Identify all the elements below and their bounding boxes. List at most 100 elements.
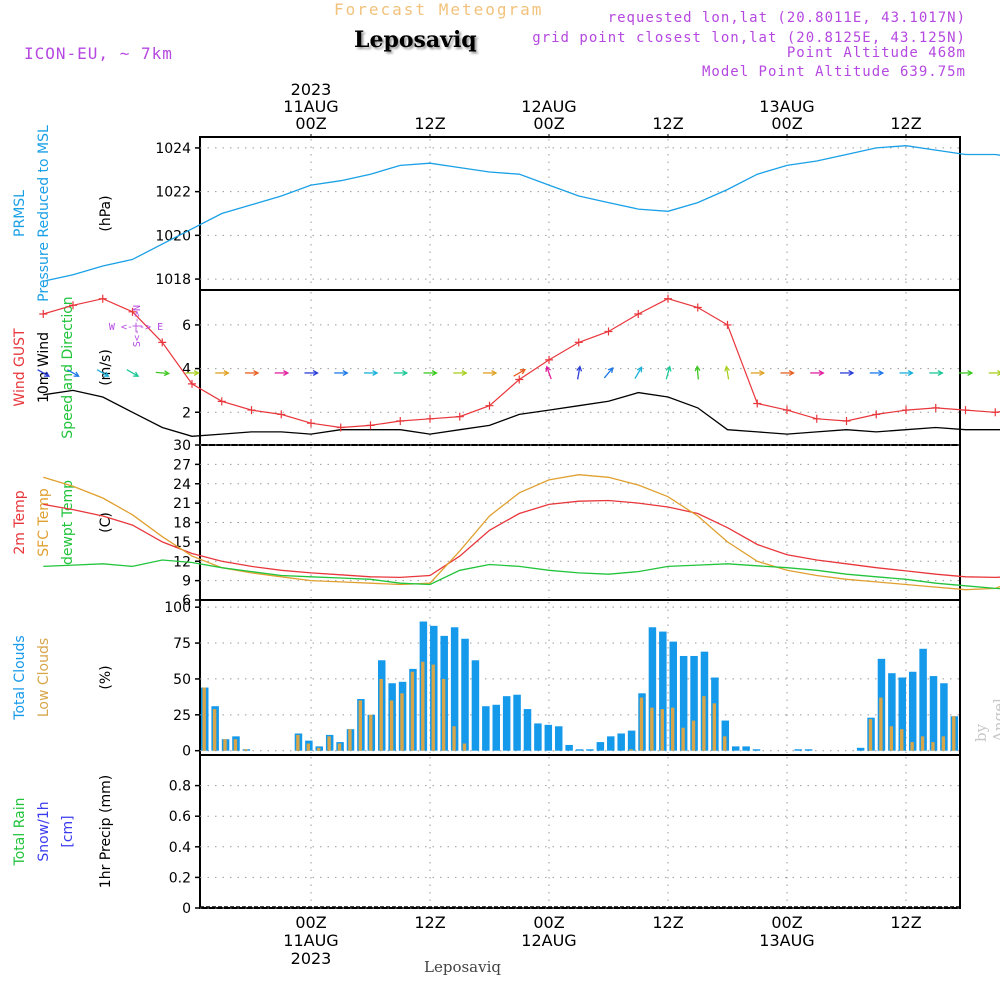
time-label-top: 2023: [291, 80, 332, 99]
ytick-label-precip: 0.8: [169, 779, 191, 795]
time-label-top: 13AUG: [759, 97, 814, 116]
total-cloud-bar: [513, 694, 521, 751]
low-cloud-bar: [296, 734, 300, 751]
axis-ylabel-temperature: (C): [98, 512, 114, 533]
low-cloud-bar: [629, 749, 633, 751]
low-cloud-bar: [868, 719, 873, 751]
wind-arrow-head: [937, 370, 944, 376]
time-label-bottom: 12Z: [652, 913, 683, 932]
total-cloud-bar: [450, 627, 459, 751]
wind-arrow-head: [694, 365, 701, 372]
gust-marker: [128, 307, 137, 316]
panel-frame-pressure: [199, 136, 961, 291]
ytick-label-temperature: 24: [173, 477, 191, 493]
ytick-label-precip: 0.4: [169, 840, 191, 856]
total-cloud-bar: [731, 746, 740, 751]
ytick-label-precip: 0.2: [169, 870, 191, 886]
time-label-bottom: 2023: [291, 949, 332, 968]
gust-marker: [39, 310, 48, 319]
total-cloud-bar: [648, 627, 657, 751]
time-label-top: 12Z: [890, 114, 921, 133]
gust-marker: [98, 294, 107, 303]
wind-arrow: [634, 367, 643, 379]
gust-marker: [69, 301, 77, 310]
series-10m-wind-line: [43, 389, 1000, 437]
wind-arrow-head: [253, 370, 260, 376]
low-cloud-bar: [639, 697, 644, 751]
total-cloud-bar: [919, 648, 927, 751]
side-label-clouds: Total Clouds: [12, 635, 28, 720]
total-cloud-bar: [461, 638, 469, 751]
gust-marker: [991, 408, 1000, 417]
compass-sn: S<-|->N: [132, 305, 143, 347]
low-cloud-bar: [369, 714, 373, 751]
low-cloud-bar: [431, 664, 435, 751]
ytick-label-clouds: 100: [164, 600, 191, 616]
ytick-label-clouds: 0: [182, 744, 191, 760]
low-cloud-bar: [920, 736, 925, 751]
low-cloud-bar: [900, 729, 904, 751]
wind-arrow-head: [312, 370, 319, 376]
side-label-temperature: SFC Temp: [36, 488, 52, 557]
wind-arrow-head: [103, 371, 110, 377]
low-cloud-bar: [910, 742, 914, 751]
side-label-clouds: Low Clouds: [36, 638, 52, 717]
gust-marker: [753, 399, 762, 408]
gust-marker: [158, 338, 167, 347]
time-label-bottom: 12AUG: [521, 931, 576, 950]
low-cloud-bar: [400, 693, 404, 751]
time-label-top: 00Z: [295, 114, 326, 133]
ytick-label-pressure: 1022: [155, 185, 191, 201]
total-cloud-bar: [607, 736, 615, 751]
total-cloud-bar: [586, 749, 594, 751]
wind-arrow-head: [43, 371, 51, 377]
time-label-top: 00Z: [771, 114, 802, 133]
low-cloud-bar: [702, 696, 706, 751]
gust-marker: [545, 355, 553, 364]
gust-marker: [931, 403, 940, 412]
wind-arrow-head: [724, 365, 731, 372]
low-cloud-bar: [348, 729, 352, 751]
ytick-label-wind: 6: [182, 318, 191, 334]
total-cloud-bar: [669, 641, 677, 751]
gust-marker: [396, 416, 405, 425]
low-cloud-bar: [421, 661, 425, 751]
side-label-temperature: dewpt Temp: [60, 480, 76, 565]
total-cloud-bar: [492, 704, 501, 751]
gust-marker: [664, 294, 672, 303]
wind-arrow: [96, 369, 109, 377]
low-cloud-bar: [462, 743, 467, 751]
ytick-label-wind: 4: [182, 362, 191, 378]
gust-marker: [188, 379, 196, 388]
total-cloud-bar: [534, 723, 542, 751]
low-cloud-bar: [681, 727, 685, 751]
wind-arrow: [37, 369, 50, 377]
side-label-temperature: 2m Temp: [12, 490, 28, 554]
wind-arrow: [603, 367, 614, 379]
gust-marker: [247, 406, 256, 415]
wind-arrow-head: [878, 370, 885, 376]
wind-arrow: [126, 369, 139, 377]
low-cloud-bar: [441, 678, 446, 751]
wind-arrow-head: [848, 370, 855, 376]
side-label-wind: 10m Wind: [36, 332, 52, 403]
side-label-precip: Total Rain: [12, 798, 28, 867]
total-cloud-bar: [659, 631, 667, 751]
wind-arrow-head: [283, 370, 290, 376]
low-cloud-bar: [691, 720, 696, 751]
model-altitude: Model Point Altitude 639.75m: [701, 64, 966, 80]
wind-arrow: [576, 366, 581, 380]
low-cloud-bar: [452, 726, 456, 751]
model-label: ICON-EU, ~ 7km: [24, 44, 173, 63]
low-cloud-bar: [317, 747, 321, 751]
ytick-label-wind: 2: [182, 405, 191, 421]
gust-marker: [336, 423, 345, 432]
time-label-top: 12Z: [414, 114, 445, 133]
total-cloud-bar: [794, 749, 802, 751]
total-cloud-bar: [596, 742, 605, 751]
low-cloud-bar: [712, 703, 717, 751]
total-cloud-bar: [888, 673, 896, 751]
total-cloud-bar: [742, 746, 750, 751]
total-cloud-bar: [856, 747, 865, 751]
low-cloud-bar: [327, 736, 331, 751]
